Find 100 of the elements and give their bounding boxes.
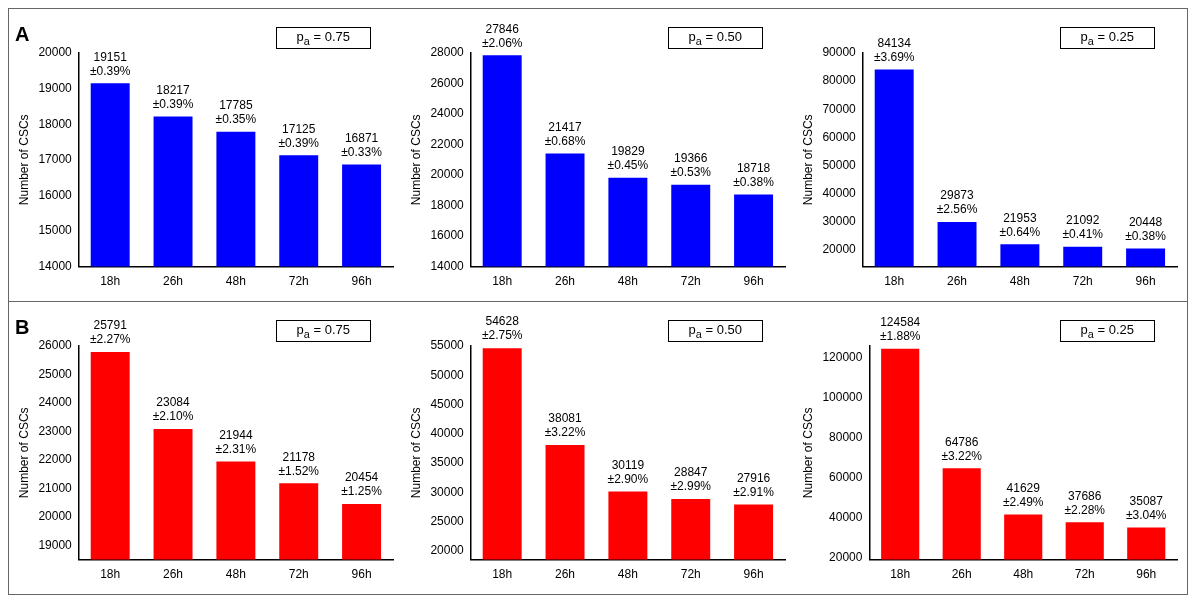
data-label: 21417 ±0.68% (544, 119, 586, 148)
x-tick-label: 26h (555, 274, 576, 289)
x-tick-label: 18h (100, 274, 121, 289)
y-tick-label: 16000 (38, 187, 73, 202)
y-tick-label: 70000 (822, 101, 857, 116)
data-label: 16871 ±0.33% (341, 130, 383, 159)
x-tick-label: 18h (884, 274, 905, 289)
chart-title: B (15, 316, 30, 339)
y-tick-label: 30000 (822, 213, 857, 228)
data-label: 37686 ±2.28% (1064, 488, 1106, 517)
data-label: 19151 ±0.39% (89, 49, 131, 78)
y-tick-label: 24000 (38, 395, 73, 410)
data-label: 19829 ±0.45% (607, 143, 649, 172)
y-axis-title: Number of CSCs (800, 114, 815, 206)
data-label: 30119 ±2.90% (607, 457, 649, 486)
y-tick-label: 15000 (38, 223, 73, 238)
x-tick-label: 96h (1135, 274, 1156, 289)
y-tick-label: 21000 (38, 480, 73, 495)
data-label: 21944 ±2.31% (215, 427, 257, 456)
y-tick-label: 80000 (822, 73, 857, 88)
data-label: 28847 ±2.99% (670, 465, 712, 494)
data-label: 54628 ±2.75% (481, 314, 523, 343)
y-tick-label: 25000 (38, 366, 73, 381)
data-label: 18217 ±0.39% (152, 82, 194, 111)
data-label: 64786 ±3.22% (941, 434, 983, 463)
x-tick-label: 18h (492, 274, 513, 289)
x-tick-label: 72h (1074, 567, 1095, 582)
data-label: 29873 ±2.56% (936, 188, 978, 217)
y-tick-label: 23000 (38, 423, 73, 438)
y-axis-title: Number of CSCs (408, 407, 423, 499)
y-tick-label: 26000 (430, 75, 465, 90)
y-tick-label: 50000 (430, 367, 465, 382)
text: p$_{a}$ = 0.75 (275, 320, 371, 342)
data-label: 20448 ±0.38% (1125, 214, 1167, 243)
y-tick-label: 20000 (38, 509, 73, 524)
y-tick-label: 22000 (430, 136, 465, 151)
y-tick-label: 50000 (822, 157, 857, 172)
y-tick-label: 55000 (430, 338, 465, 353)
data-label: 84134 ±3.69% (873, 35, 915, 64)
x-tick-label: 96h (743, 567, 764, 582)
data-label: 21092 ±0.41% (1062, 212, 1104, 241)
y-tick-label: 120000 (822, 350, 863, 365)
x-tick-label: 96h (351, 567, 372, 582)
data-label: 124584 ±1.88% (879, 315, 921, 344)
data-label: 18718 ±0.38% (733, 160, 775, 189)
y-tick-label: 14000 (430, 258, 465, 273)
y-tick-label: 40000 (822, 185, 857, 200)
y-tick-label: 40000 (430, 426, 465, 441)
y-tick-label: 20000 (430, 167, 465, 182)
x-tick-label: 72h (288, 567, 309, 582)
x-tick-label: 96h (351, 274, 372, 289)
text: p$_{a}$ = 0.25 (1059, 27, 1155, 49)
y-tick-label: 35000 (430, 455, 465, 470)
text: p$_{a}$ = 0.50 (667, 27, 763, 49)
data-label: 27846 ±2.06% (481, 21, 523, 50)
y-tick-label: 19000 (38, 537, 73, 552)
x-tick-label: 26h (947, 274, 968, 289)
y-axis-title: Number of CSCs (800, 407, 815, 499)
x-tick-label: 18h (100, 567, 121, 582)
data-label: 20454 ±1.25% (341, 470, 383, 499)
y-tick-label: 28000 (430, 45, 465, 60)
y-tick-label: 20000 (829, 549, 863, 564)
y-tick-label: 60000 (829, 470, 863, 485)
x-tick-label: 72h (680, 274, 701, 289)
y-axis-title: Number of CSCs (16, 407, 31, 499)
y-tick-label: 20000 (430, 543, 465, 558)
data-label: 35087 ±3.04% (1125, 493, 1167, 522)
x-tick-label: 26h (951, 567, 972, 582)
y-tick-label: 25000 (430, 513, 465, 528)
data-label: 17125 ±0.39% (278, 121, 320, 150)
y-tick-label: 22000 (38, 452, 73, 467)
data-label: 38081 ±3.22% (544, 411, 586, 440)
y-tick-label: 60000 (822, 129, 857, 144)
data-label: 21178 ±1.52% (278, 449, 320, 478)
x-tick-label: 18h (492, 567, 513, 582)
y-tick-label: 100000 (822, 390, 863, 405)
y-tick-label: 16000 (430, 228, 465, 243)
x-tick-label: 48h (617, 274, 638, 289)
y-tick-label: 20000 (38, 45, 73, 60)
x-tick-label: 96h (1136, 567, 1157, 582)
data-label: 41629 ±2.49% (1002, 480, 1044, 509)
x-tick-label: 48h (1013, 567, 1034, 582)
x-tick-label: 48h (225, 274, 246, 289)
y-tick-label: 40000 (829, 509, 863, 524)
y-tick-label: 18000 (430, 197, 465, 212)
y-tick-label: 80000 (829, 430, 863, 445)
data-label: 17785 ±0.35% (215, 98, 257, 127)
x-tick-label: 48h (617, 567, 638, 582)
y-tick-label: 24000 (430, 106, 465, 121)
y-tick-label: 20000 (822, 242, 857, 257)
y-tick-label: 90000 (822, 45, 857, 60)
x-tick-label: 26h (163, 567, 184, 582)
x-tick-label: 26h (163, 274, 184, 289)
data-label: 27916 ±2.91% (733, 470, 775, 499)
x-tick-label: 72h (680, 567, 701, 582)
x-tick-label: 48h (1009, 274, 1030, 289)
text: p$_{a}$ = 0.50 (667, 320, 763, 342)
y-tick-label: 17000 (38, 152, 73, 167)
x-tick-label: 48h (225, 567, 246, 582)
x-tick-label: 18h (890, 567, 911, 582)
